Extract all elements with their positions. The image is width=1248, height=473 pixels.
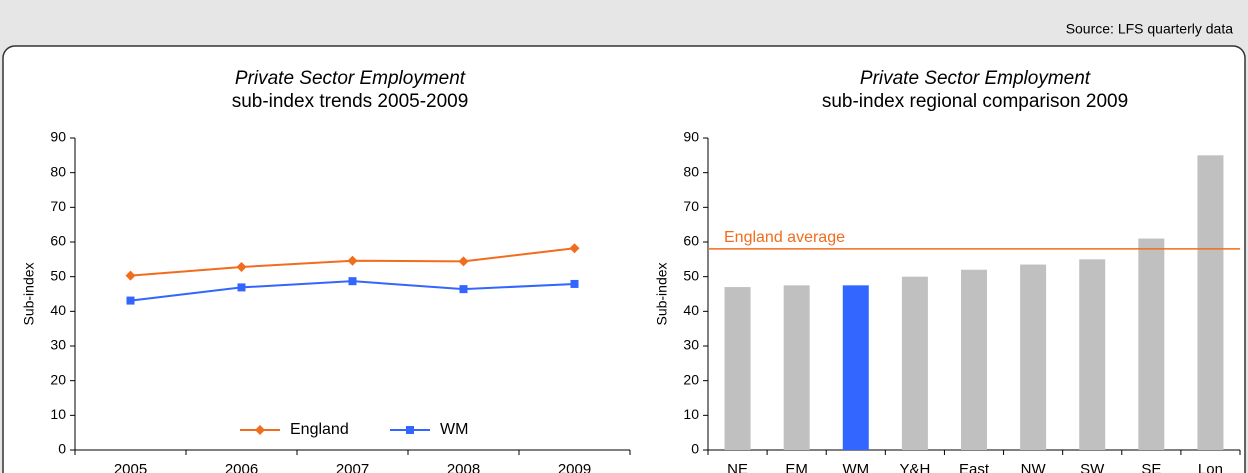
y-tick-label: 40	[50, 302, 66, 318]
source-note: Source: LFS quarterly data	[1066, 21, 1234, 37]
marker	[458, 256, 469, 267]
x-tick-label: East	[959, 461, 990, 473]
marker	[459, 285, 468, 294]
chart-title: Private Sector Employment	[860, 68, 1091, 89]
y-tick-label: 90	[50, 129, 66, 145]
marker	[406, 426, 414, 434]
y-tick-label: 50	[683, 267, 699, 283]
bar	[1079, 259, 1106, 450]
y-tick-label: 60	[683, 233, 699, 249]
x-tick-label: Y&H	[899, 461, 930, 473]
x-tick-label: EM	[785, 461, 808, 473]
bar	[1138, 238, 1165, 450]
x-tick-label: SW	[1080, 461, 1105, 473]
y-axis-label: Sub-index	[21, 262, 37, 325]
y-tick-label: 10	[50, 406, 66, 422]
bar	[842, 285, 869, 450]
marker	[237, 283, 246, 292]
x-tick-label: NW	[1021, 461, 1047, 473]
marker	[348, 277, 357, 286]
panel	[2, 45, 1246, 473]
reference-label: England average	[724, 229, 845, 246]
y-tick-label: 50	[50, 267, 66, 283]
legend-label: England	[290, 421, 349, 438]
y-tick-label: 30	[50, 337, 66, 353]
y-axis-label: Sub-index	[654, 262, 670, 325]
chart-title: Private Sector Employment	[235, 68, 466, 89]
marker	[126, 296, 135, 305]
y-tick-label: 70	[683, 198, 699, 214]
x-tick-label: NE	[727, 461, 748, 473]
bar	[961, 269, 987, 450]
marker	[125, 270, 136, 281]
x-tick-label: 2006	[225, 461, 258, 473]
y-tick-label: 70	[50, 198, 66, 214]
bar	[1197, 155, 1224, 451]
bar	[901, 276, 928, 450]
bar	[724, 287, 751, 450]
marker	[570, 279, 579, 288]
y-tick-label: 90	[683, 129, 699, 145]
y-tick-label: 20	[683, 371, 699, 387]
x-tick-label: 2009	[558, 461, 591, 473]
x-tick-label: 2008	[447, 461, 480, 473]
marker	[255, 425, 265, 435]
marker	[569, 243, 580, 254]
y-tick-label: 80	[683, 163, 699, 179]
y-tick-label: 0	[58, 441, 66, 457]
x-tick-label: Lon	[1198, 461, 1223, 473]
y-tick-label: 60	[50, 233, 66, 249]
y-tick-label: 10	[683, 406, 699, 422]
marker	[347, 255, 358, 266]
y-tick-label: 20	[50, 371, 66, 387]
bar	[1020, 264, 1047, 450]
x-tick-label: SE	[1141, 461, 1161, 473]
marker	[236, 261, 247, 272]
legend-label: WM	[440, 421, 468, 438]
chart-subtitle: sub-index trends 2005-2009	[232, 91, 469, 112]
bar	[783, 285, 810, 450]
chart-subtitle: sub-index regional comparison 2009	[822, 91, 1128, 112]
y-tick-label: 0	[691, 441, 699, 457]
y-tick-label: 80	[50, 163, 66, 179]
x-tick-label: WM	[842, 461, 869, 473]
x-tick-label: 2005	[114, 461, 147, 473]
x-tick-label: 2007	[336, 461, 369, 473]
y-tick-label: 30	[683, 337, 699, 353]
y-tick-label: 40	[683, 302, 699, 318]
